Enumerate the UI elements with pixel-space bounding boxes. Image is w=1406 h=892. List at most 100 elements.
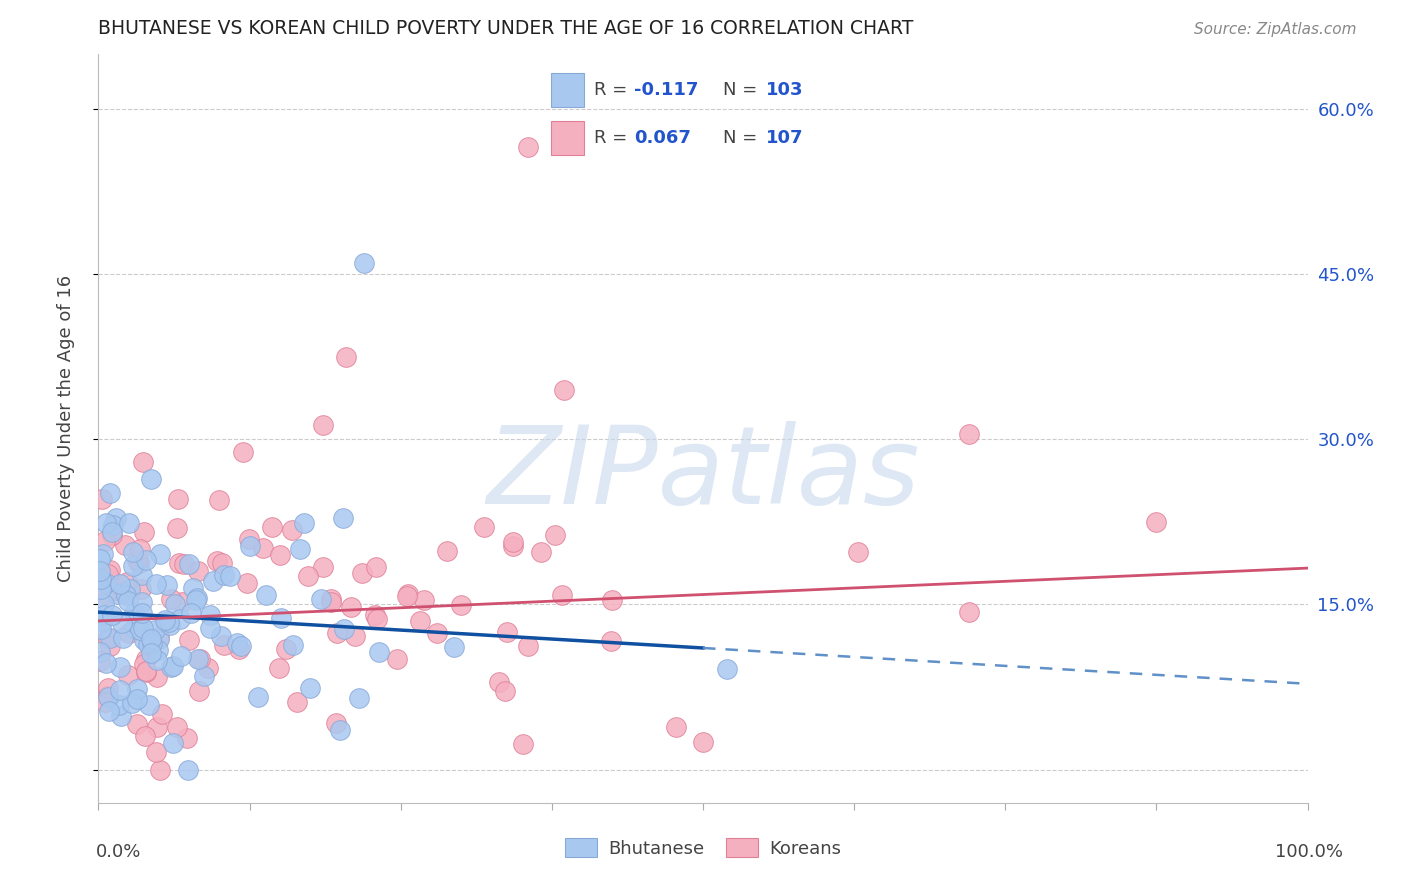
Koreans [94, 534, 117, 549]
Text: BHUTANESE VS KOREAN CHILD POVERTY UNDER THE AGE OF 16 CORRELATION CHART: BHUTANESE VS KOREAN CHILD POVERTY UNDER … [98, 19, 914, 38]
Koreans [665, 720, 688, 734]
Koreans [396, 587, 419, 601]
Koreans [366, 560, 388, 574]
Koreans [335, 350, 357, 364]
Bhutanese [181, 581, 204, 595]
Bhutanese [122, 622, 145, 636]
Text: N =: N = [723, 80, 763, 99]
Bhutanese [96, 576, 118, 591]
Koreans [177, 633, 200, 648]
Koreans [517, 639, 540, 653]
Koreans [148, 630, 170, 644]
Koreans [262, 520, 284, 534]
Koreans [957, 605, 980, 619]
Koreans [132, 524, 155, 539]
Bhutanese [138, 637, 160, 651]
Bhutanese [108, 577, 131, 591]
Bhutanese [292, 516, 315, 530]
Bhutanese [89, 645, 111, 659]
Bhutanese [91, 548, 114, 562]
Koreans [957, 426, 980, 441]
Koreans [232, 444, 254, 458]
Koreans [146, 720, 169, 734]
Koreans [319, 595, 342, 609]
Bhutanese [254, 588, 277, 602]
Koreans [94, 695, 117, 709]
Koreans [176, 731, 198, 745]
Koreans [129, 582, 152, 596]
Koreans [238, 532, 260, 546]
Koreans [135, 664, 157, 678]
Bhutanese [111, 631, 134, 645]
Text: R =: R = [595, 80, 633, 99]
Bhutanese [193, 669, 215, 683]
Text: 103: 103 [766, 80, 803, 99]
Koreans [91, 492, 114, 507]
Bhutanese [132, 632, 155, 647]
Bhutanese [89, 551, 111, 566]
Bhutanese [170, 648, 193, 663]
Bhutanese [131, 568, 153, 582]
Bhutanese [347, 691, 370, 706]
Koreans [551, 588, 574, 602]
Koreans [188, 651, 211, 665]
Bhutanese [332, 510, 354, 524]
Bhutanese [332, 623, 354, 637]
Koreans [97, 567, 120, 582]
Koreans [169, 557, 191, 571]
Bhutanese [105, 511, 128, 525]
Bhutanese [138, 698, 160, 712]
Bhutanese [157, 615, 180, 629]
Bhutanese [329, 723, 352, 738]
Bhutanese [98, 486, 121, 500]
Bhutanese [122, 545, 145, 559]
Bhutanese [212, 568, 235, 582]
Bhutanese [127, 692, 149, 706]
Koreans [132, 657, 155, 671]
Koreans [281, 524, 304, 538]
Bhutanese [145, 653, 167, 667]
Bhutanese [229, 639, 252, 653]
Bhutanese [187, 652, 209, 666]
Bhutanese [131, 606, 153, 620]
Bhutanese [186, 592, 208, 607]
Bhutanese [141, 646, 163, 660]
Koreans [267, 661, 290, 675]
Bhutanese [141, 632, 163, 646]
Koreans [134, 729, 156, 743]
Text: Source: ZipAtlas.com: Source: ZipAtlas.com [1194, 22, 1357, 37]
Koreans [544, 528, 567, 542]
Bhutanese [155, 615, 177, 629]
Bhutanese [281, 639, 304, 653]
Koreans [512, 738, 534, 752]
Text: 107: 107 [766, 128, 803, 147]
Bhutanese [160, 660, 183, 674]
Koreans [127, 717, 149, 731]
Bhutanese [716, 662, 738, 676]
Bhutanese [135, 552, 157, 566]
Koreans [236, 575, 259, 590]
Bhutanese [209, 629, 232, 643]
Koreans [214, 638, 236, 652]
Koreans [600, 633, 623, 648]
Koreans [96, 689, 118, 703]
Koreans [319, 591, 342, 606]
Bhutanese [149, 548, 172, 562]
Koreans [396, 589, 419, 603]
Bhutanese [186, 591, 208, 605]
Koreans [173, 558, 195, 572]
Koreans [413, 593, 436, 607]
Koreans [145, 745, 167, 759]
Bhutanese [180, 606, 202, 620]
Bhutanese [107, 587, 129, 601]
Bhutanese [198, 607, 221, 622]
Bhutanese [299, 681, 322, 695]
Koreans [98, 563, 121, 577]
Bhutanese [146, 643, 169, 657]
Bhutanese [219, 569, 242, 583]
Koreans [96, 587, 118, 601]
Bhutanese [118, 516, 141, 530]
Koreans [1146, 515, 1168, 529]
Koreans [252, 541, 274, 555]
FancyBboxPatch shape [551, 121, 585, 155]
